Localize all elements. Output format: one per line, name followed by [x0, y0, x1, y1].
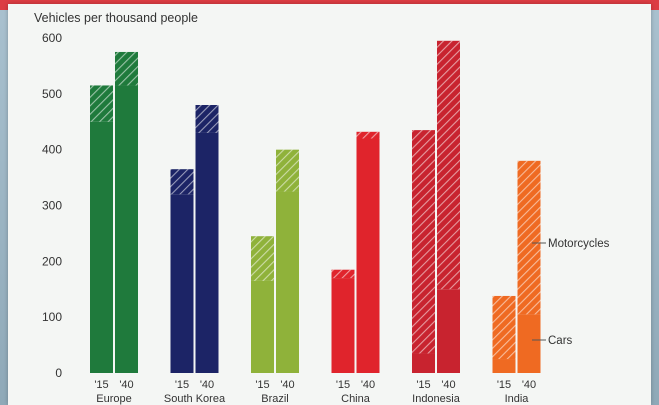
bar-year-label: '40 — [522, 379, 536, 391]
y-axis-title: Vehicles per thousand people — [34, 11, 198, 25]
bar-year-label: '40 — [361, 379, 375, 391]
category-label: India — [505, 393, 530, 405]
bar-motorcycles-hatch — [90, 85, 113, 122]
bar-motorcycles-hatch — [517, 160, 541, 315]
bar-motorcycles-hatch — [437, 40, 460, 290]
bar-year-label: '15 — [497, 379, 511, 391]
legend-cars-label: Cars — [548, 335, 573, 347]
bar-cars — [251, 280, 274, 373]
bar-motorcycles-hatch — [115, 51, 138, 86]
bar-cars — [356, 138, 380, 373]
category-label: South Korea — [164, 393, 226, 405]
bar-cars — [492, 359, 516, 373]
bar-group-europe — [90, 51, 138, 373]
bar-cars — [90, 121, 113, 373]
bar-year-label: '15 — [416, 379, 430, 391]
bar-group-china — [331, 131, 380, 373]
bar-cars — [195, 132, 219, 373]
bar-group-india — [492, 160, 541, 373]
legend-motorcycles-label: Motorcycles — [548, 238, 610, 250]
bar-cars — [412, 353, 435, 373]
category-label: China — [341, 393, 371, 405]
bar-group-brazil — [251, 149, 299, 373]
bar-year-label: '40 — [280, 379, 294, 391]
bar-cars — [517, 314, 541, 373]
bar-group-south-korea — [170, 105, 219, 373]
bar-year-label: '40 — [441, 379, 455, 391]
bar-year-label: '15 — [255, 379, 269, 391]
bar-year-label: '15 — [94, 379, 108, 391]
bar-motorcycles-hatch — [412, 130, 435, 354]
x-axis: '15 '40 Europe '15 '40 South Korea '15 '40 Brazi… — [94, 379, 536, 405]
bar-cars — [276, 191, 299, 373]
bar-group-indonesia — [412, 40, 460, 373]
bar-year-label: '15 — [175, 379, 189, 391]
bar-year-label: '40 — [200, 379, 214, 391]
category-label: Europe — [96, 393, 131, 405]
bar-motorcycles-hatch — [492, 295, 516, 360]
y-tick-label: 500 — [42, 87, 62, 101]
bars-layer — [90, 40, 541, 373]
legend: Motorcycles Cars — [532, 238, 610, 347]
y-tick-label: 200 — [42, 254, 62, 268]
y-tick-label: 300 — [42, 199, 62, 213]
bar-motorcycles-hatch — [170, 169, 194, 195]
bar-cars — [115, 85, 138, 373]
bar-cars — [437, 289, 460, 373]
bar-motorcycles-hatch — [276, 149, 299, 192]
bar-cars — [331, 278, 355, 373]
bar-year-label: '40 — [119, 379, 133, 391]
y-tick-label: 100 — [42, 310, 62, 324]
bar-motorcycles-hatch — [195, 105, 219, 133]
bar-year-label: '15 — [336, 379, 350, 391]
category-label: Brazil — [261, 393, 289, 405]
bar-cars — [170, 194, 194, 373]
y-tick-label: 400 — [42, 143, 62, 157]
y-axis: 0 100 200 300 400 500 600 — [42, 31, 62, 380]
bar-motorcycles-hatch — [331, 269, 355, 279]
y-tick-label: 0 — [55, 366, 62, 380]
y-tick-label: 600 — [42, 31, 62, 45]
category-label: Indonesia — [412, 393, 461, 405]
bar-motorcycles-hatch — [356, 131, 380, 139]
bar-motorcycles-hatch — [251, 236, 274, 281]
